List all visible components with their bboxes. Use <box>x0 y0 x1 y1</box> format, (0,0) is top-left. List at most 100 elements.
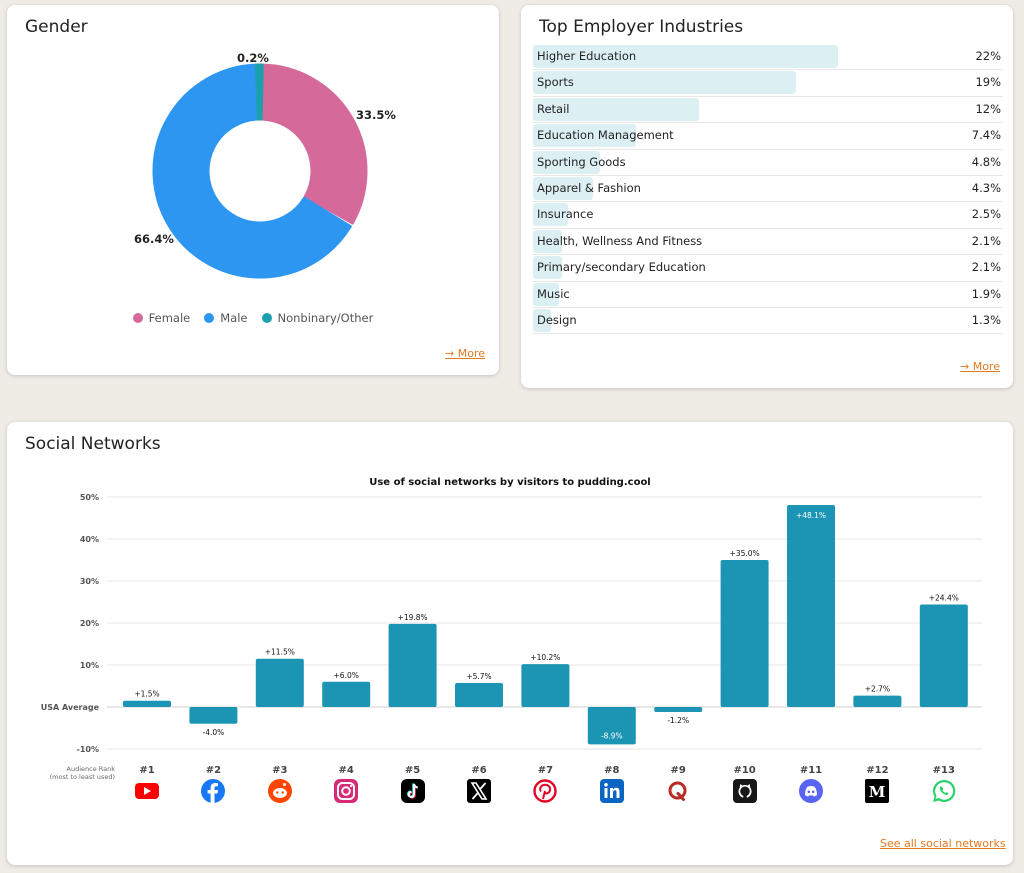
industry-row: Primary/secondary Education 2.1% <box>533 255 1003 282</box>
facebook-icon <box>200 778 226 804</box>
industry-row: Sporting Goods 4.8% <box>533 150 1003 176</box>
y-tick-label: 50% <box>80 493 99 502</box>
industry-percent: 2.1% <box>971 233 1001 248</box>
industry-row: Design 1.3% <box>533 308 1003 335</box>
tiktok-icon <box>400 778 426 804</box>
rank-label: #4 <box>339 765 354 776</box>
gender-legend: Female Male Nonbinary/Other <box>7 311 499 325</box>
rank-label: #12 <box>866 765 888 776</box>
rank-axis-label: Audience Rank <box>67 765 116 773</box>
industry-row: Sports 19% <box>533 70 1003 97</box>
youtube-icon <box>134 778 160 804</box>
bar-5[interactable] <box>388 623 437 707</box>
y-tick-label: USA Average <box>41 703 100 712</box>
industry-percent: 22% <box>975 49 1001 63</box>
industry-percent: 12% <box>975 101 1001 116</box>
gender-donut-chart: 33.5% 66.4% 0.2% <box>134 51 396 279</box>
bar-11[interactable] <box>787 504 835 707</box>
industry-row: Health, Wellness And Fitness 2.1% <box>533 229 1003 256</box>
industry-percent: 7.4% <box>971 128 1001 143</box>
industry-row: Education Management 7.4% <box>533 123 1003 150</box>
y-tick-label: 30% <box>80 577 99 586</box>
industries-card: Top Employer Industries Higher Education… <box>521 5 1013 388</box>
industry-label: Apparel & Fashion <box>537 180 641 195</box>
bar-value-label: +11.5% <box>265 648 295 657</box>
github-icon <box>732 778 758 804</box>
legend-label: Female <box>148 311 191 325</box>
bar-value-label: +19.8% <box>398 613 428 622</box>
bar-12[interactable] <box>853 695 902 707</box>
rank-label: #2 <box>206 765 221 776</box>
bar-13[interactable] <box>919 604 968 707</box>
industry-bar <box>533 150 600 174</box>
industry-bar <box>533 308 552 332</box>
rank-label: #7 <box>538 765 553 776</box>
y-tick-label: -10% <box>77 745 99 754</box>
gender-slice-female[interactable] <box>259 63 368 225</box>
bar-6[interactable] <box>455 683 503 707</box>
industry-label: Insurance <box>537 207 594 222</box>
industry-label: Design <box>537 312 577 327</box>
industry-bar <box>533 256 563 280</box>
industries-more-link[interactable]: → More <box>960 360 1000 373</box>
chart-title: Use of social networks by visitors to pu… <box>369 477 651 488</box>
industry-bar <box>533 45 838 68</box>
bar-value-label: +35.0% <box>730 549 760 558</box>
industry-row: Higher Education 22% <box>533 44 1003 71</box>
industry-bar <box>533 124 636 148</box>
industry-percent: 2.5% <box>971 207 1001 222</box>
industry-label: Education Management <box>537 128 674 143</box>
legend-swatch <box>132 313 143 323</box>
discord-icon <box>798 778 824 804</box>
gender-card: Gender 33.5% 66.4% 0.2% Female Male Nonbinar… <box>7 5 499 375</box>
industry-label: Music <box>537 286 570 301</box>
bar-value-label: +48.1% <box>796 511 826 520</box>
industry-bar <box>533 97 700 121</box>
industry-bar <box>533 282 560 306</box>
legend-label: Male <box>220 311 248 325</box>
bar-8[interactable] <box>587 707 636 745</box>
whatsapp-icon <box>931 778 957 804</box>
gender-slice-nonbinary-other[interactable] <box>254 63 264 121</box>
industries-list: Higher Education 22% Sports 19% Retail 12% Edu… <box>533 44 1003 335</box>
bar-value-label: +6.0% <box>334 671 359 680</box>
gender-slice-label: 33.5% <box>356 108 396 122</box>
rank-label: #1 <box>139 765 154 776</box>
social-networks-bar-chart: Use of social networks by visitors to pu… <box>41 477 982 781</box>
pinterest-icon <box>532 778 558 804</box>
industry-row: Retail 12% <box>533 97 1003 124</box>
industry-percent: 1.9% <box>971 286 1001 301</box>
instagram-icon <box>333 778 359 804</box>
industry-percent: 19% <box>975 75 1001 90</box>
industry-row: Insurance 2.5% <box>533 202 1003 229</box>
gender-slice-label: 66.4% <box>134 232 174 246</box>
bar-10[interactable] <box>720 560 769 707</box>
industry-percent: 4.8% <box>971 154 1001 169</box>
industry-label: Sporting Goods <box>537 154 626 169</box>
bar-9[interactable] <box>654 707 703 713</box>
bar-4[interactable] <box>322 681 371 707</box>
bar-2[interactable] <box>189 707 238 724</box>
bar-1[interactable] <box>123 700 171 707</box>
gender-slice-label: 0.2% <box>237 51 269 65</box>
bar-value-label: -1.2% <box>667 716 689 725</box>
bar-value-label: +2.7% <box>865 685 890 694</box>
gender-slice-male[interactable] <box>152 63 352 279</box>
industry-percent: 4.3% <box>971 180 1001 195</box>
industry-row: Apparel & Fashion 4.3% <box>533 176 1003 203</box>
legend-swatch <box>204 313 215 323</box>
bar-7[interactable] <box>521 664 570 707</box>
bar-value-label: +24.4% <box>929 594 959 603</box>
industry-row: Music 1.9% <box>533 282 1003 308</box>
svg-text:M: M <box>869 783 886 801</box>
bar-3[interactable] <box>255 658 304 707</box>
industry-label: Health, Wellness And Fitness <box>537 233 703 248</box>
industry-label: Retail <box>537 101 570 116</box>
industry-label: Higher Education <box>537 49 637 63</box>
y-tick-label: 40% <box>80 535 99 544</box>
see-all-social-networks-link[interactable]: See all social networks <box>880 837 1006 850</box>
y-tick-label: 20% <box>80 619 99 628</box>
gender-more-link[interactable]: → More <box>445 347 485 360</box>
industry-label: Sports <box>537 75 574 90</box>
industry-label: Primary/secondary Education <box>537 260 706 275</box>
